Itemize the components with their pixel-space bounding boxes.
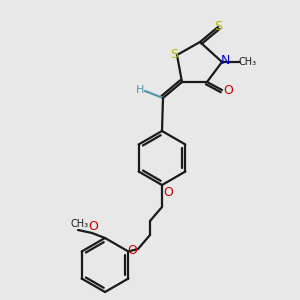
Text: N: N	[220, 55, 230, 68]
Text: O: O	[163, 187, 173, 200]
Text: O: O	[88, 220, 98, 233]
Text: S: S	[214, 20, 222, 34]
Text: H: H	[136, 85, 144, 95]
Text: CH₃: CH₃	[71, 219, 89, 229]
Text: O: O	[127, 244, 137, 256]
Text: S: S	[170, 49, 178, 62]
Text: CH₃: CH₃	[239, 57, 257, 67]
Text: O: O	[223, 85, 233, 98]
